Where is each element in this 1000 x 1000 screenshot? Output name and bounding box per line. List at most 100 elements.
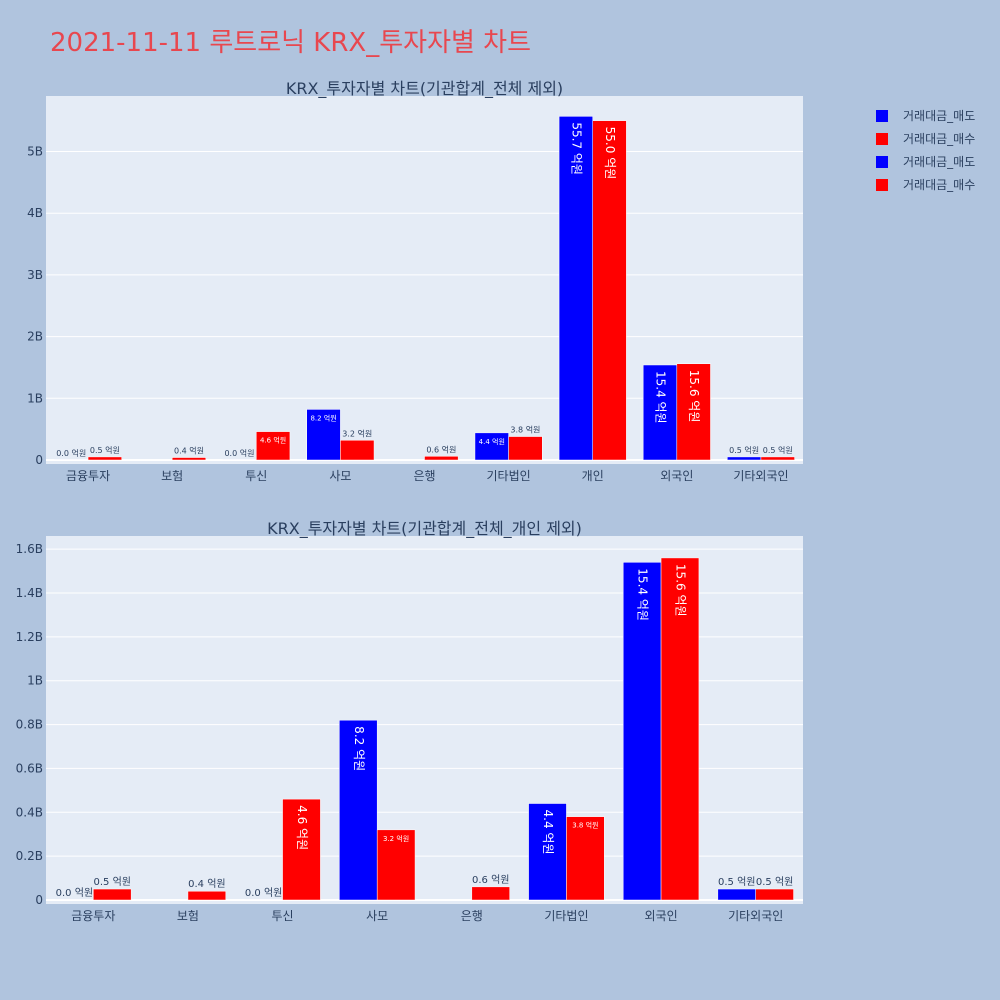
bar: [87, 456, 122, 461]
data-label: 8.2 억원: [352, 726, 366, 771]
bar: [171, 457, 207, 461]
y-tick-label: 5B: [27, 145, 43, 159]
bar: [424, 456, 459, 461]
x-tick-label: 보험: [177, 909, 199, 923]
y-tick-label: 1.4B: [16, 586, 43, 600]
chart-1: KRX_투자자별 차트(기관합계_전체 제외) 0 1B 2B 3B 4B 5B 금융투자 0.…: [27, 79, 803, 483]
bar: [340, 440, 375, 461]
data-label: 0.0 억원: [224, 448, 254, 458]
data-label: 0.5 억원: [90, 445, 120, 455]
x-tick-label: 사모: [329, 469, 351, 483]
legend-item[interactable]: 거래대금_매수: [876, 127, 975, 150]
x-tick-label: 기타법인: [544, 909, 588, 923]
y-tick-label: 0: [35, 893, 43, 907]
data-label: 3.8 억원: [572, 821, 598, 830]
data-label: 0.0 억원: [245, 887, 282, 899]
data-label: 0.5 억원: [93, 876, 130, 888]
bar: [566, 816, 605, 901]
y-tick-label: 2B: [27, 330, 43, 344]
data-label: 3.2 억원: [342, 428, 372, 438]
bar: [676, 363, 711, 461]
chart-title: KRX_투자자별 차트(기관합계_전체_개인 제외): [267, 519, 582, 539]
bar: [282, 798, 321, 901]
y-tick-label: 0.4B: [16, 805, 43, 819]
legend-label: 거래대금_매도: [903, 155, 976, 169]
legend-swatch: [876, 109, 888, 122]
x-tick-label: 기타법인: [487, 469, 531, 483]
chart-2: KRX_투자자별 차트(기관합계_전체_개인 제외) 0 0.2B 0.4B 0.6B 0…: [16, 519, 803, 923]
x-tick-label: 보험: [161, 469, 183, 483]
legend-swatch: [876, 155, 888, 168]
bar: [471, 886, 510, 901]
y-tick-label: 0.2B: [16, 849, 43, 863]
data-label: 0.6 억원: [426, 444, 456, 454]
bar: [339, 719, 378, 901]
y-tick-label: 1.6B: [16, 542, 43, 556]
bar: [187, 890, 227, 901]
data-label: 15.4 억원: [636, 568, 650, 621]
y-tick-label: 0: [35, 453, 43, 467]
bar: [760, 456, 795, 461]
legend-label: 거래대금_매수: [903, 178, 976, 192]
data-label: 4.4 억원: [541, 810, 555, 855]
y-tick-label: 4B: [27, 206, 43, 220]
bar: [474, 432, 509, 461]
data-label: 4.6 억원: [260, 436, 286, 445]
bar: [93, 888, 132, 901]
data-label: 8.2 억원: [310, 413, 336, 422]
bar: [717, 888, 756, 901]
data-label: 15.6 억원: [687, 370, 701, 423]
chart-legend: 거래대금_매도 거래대금_매수 거래대금_매도 거래대금_매수: [876, 104, 975, 196]
bar: [642, 364, 678, 461]
data-label: 3.8 억원: [510, 425, 540, 435]
bar: [376, 829, 416, 901]
legend-item[interactable]: 거래대금_매도: [876, 150, 975, 173]
x-tick-label: 은행: [413, 468, 435, 483]
y-tick-label: 1B: [27, 391, 43, 405]
data-label: 0.5 억원: [756, 876, 793, 888]
x-tick-label: 투신: [245, 469, 267, 483]
legend-item[interactable]: 거래대금_매도: [876, 104, 975, 127]
x-tick-label: 외국인: [645, 909, 678, 923]
data-label: 4.4 억원: [479, 437, 505, 446]
legend-label: 거래대금_매수: [903, 132, 976, 146]
data-label: 15.6 억원: [673, 564, 687, 617]
data-label: 55.0 억원: [603, 127, 617, 180]
data-label: 0.5 억원: [718, 876, 755, 888]
bar: [622, 562, 662, 901]
x-tick-label: 기타외국인: [733, 469, 788, 483]
data-label: 0.5 억원: [763, 445, 793, 455]
bar: [755, 888, 794, 901]
x-tick-label: 개인: [582, 469, 604, 483]
data-label: 0.0 억원: [56, 448, 86, 458]
data-label: 4.6 억원: [295, 805, 309, 850]
bar: [528, 803, 567, 901]
legend-swatch: [876, 178, 888, 191]
bar: [727, 456, 762, 461]
data-label: 15.4 억원: [654, 371, 668, 424]
y-tick-label: 1B: [27, 674, 43, 688]
data-label: 0.4 억원: [174, 446, 204, 456]
x-tick-label: 기타외국인: [728, 909, 783, 923]
chart-title: KRX_투자자별 차트(기관합계_전체 제외): [286, 79, 563, 99]
bar: [660, 557, 700, 901]
bar: [558, 116, 593, 461]
bar: [508, 436, 543, 461]
x-tick-label: 금융투자: [71, 909, 115, 923]
data-label: 0.5 억원: [729, 445, 759, 455]
x-tick-label: 사모: [366, 909, 388, 923]
bar: [256, 431, 291, 461]
legend-item[interactable]: 거래대금_매수: [876, 173, 975, 196]
data-label: 55.7 억원: [569, 122, 583, 175]
y-tick-label: 0.8B: [16, 718, 43, 732]
data-label: 0.6 억원: [472, 874, 509, 886]
y-tick-label: 0.6B: [16, 761, 43, 775]
data-label: 0.0 억원: [56, 887, 93, 899]
bar: [592, 120, 627, 461]
data-label: 0.4 억원: [188, 878, 225, 890]
bar: [306, 409, 341, 461]
y-tick-label: 3B: [27, 268, 43, 282]
page-title: 2021-11-11 루트로닉 KRX_투자자별 차트: [50, 28, 532, 58]
y-tick-label: 1.2B: [16, 630, 43, 644]
